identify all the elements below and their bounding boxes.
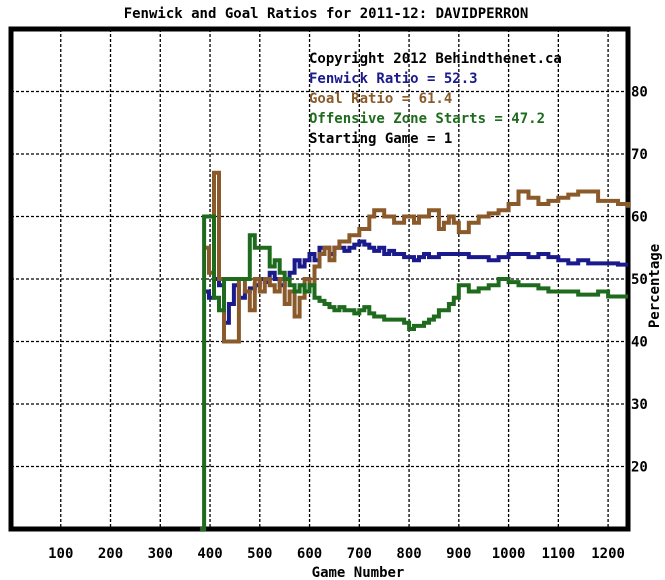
y-tick-label: 30: [631, 397, 648, 413]
x-tick-label: 300: [148, 546, 173, 562]
series-layer: [200, 170, 630, 531]
legend: Copyright 2012 Behindthenet.ca Fenwick Ra…: [309, 51, 562, 147]
y-axis-label: Percentage: [647, 244, 663, 328]
y-tick-label: 80: [631, 85, 648, 101]
x-tick-label: 1200: [591, 546, 625, 562]
chart-title: Fenwick and Goal Ratios for 2011-12: DAV…: [124, 6, 529, 22]
series-line-offensive-zone-starts: [200, 214, 628, 531]
grid-lines: [11, 29, 628, 529]
x-tick-label: 600: [297, 546, 322, 562]
x-tick-label: 500: [247, 546, 272, 562]
y-tick-label: 60: [631, 210, 648, 226]
x-tick-label: 1000: [492, 546, 526, 562]
x-tick-label: 1100: [541, 546, 575, 562]
x-tick-label: 700: [347, 546, 372, 562]
legend-entry: Starting Game = 1: [309, 131, 452, 147]
series-line-goal-ratio: [204, 170, 630, 344]
x-tick-label: 400: [197, 546, 222, 562]
y-tick-label: 20: [631, 460, 648, 476]
y-axis: 20 30 40 50 60 70 80: [631, 85, 648, 476]
y-tick-label: 40: [631, 335, 648, 351]
legend-entry: Goal Ratio = 61.4: [309, 91, 452, 107]
x-axis-label: Game Number: [312, 565, 405, 580]
legend-entry: Fenwick Ratio = 52.3: [309, 71, 478, 87]
y-tick-label: 50: [631, 272, 648, 288]
legend-entry: Offensive Zone Starts = 47.2: [309, 111, 545, 127]
x-tick-label: 800: [396, 546, 421, 562]
legend-entry: Copyright 2012 Behindthenet.ca: [309, 51, 562, 67]
x-tick-label: 900: [446, 546, 471, 562]
y-tick-label: 70: [631, 147, 648, 163]
x-tick-label: 100: [48, 546, 73, 562]
x-tick-label: 200: [98, 546, 123, 562]
x-axis: 100 200 300 400 500 600 700 800 900 1000 1100 1200: [48, 546, 625, 562]
